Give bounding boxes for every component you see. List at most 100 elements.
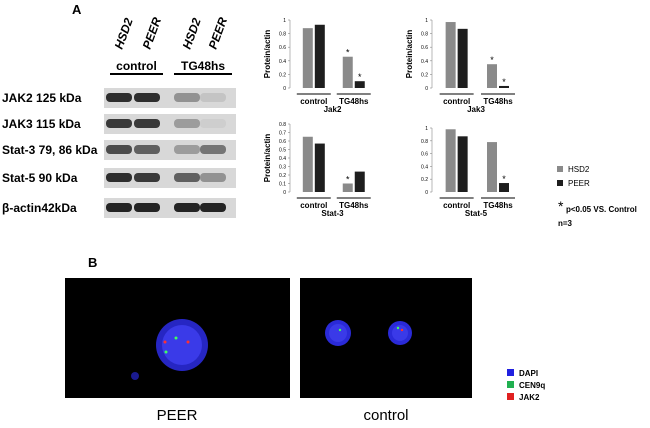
x-axis-label: Stat-3	[321, 209, 344, 218]
band	[200, 145, 226, 154]
panel-label: B	[88, 255, 97, 270]
lane-label: PEER	[140, 15, 164, 51]
y-tick-label: 0.4	[421, 164, 428, 170]
y-tick-label: 1	[283, 18, 286, 24]
x-tick-label: TG48hs	[339, 97, 369, 106]
x-tick-label: TG48hs	[483, 201, 513, 210]
legend-swatch	[557, 180, 563, 186]
x-tick-label: control	[443, 201, 470, 210]
y-tick-label: 0.8	[279, 32, 286, 38]
legend-swatch	[507, 369, 514, 376]
lane-label: PEER	[206, 15, 230, 51]
band	[134, 145, 160, 154]
blot-strip	[104, 168, 236, 188]
band	[106, 119, 132, 128]
note-symbol: *	[558, 198, 564, 214]
x-tick-label: TG48hs	[483, 97, 513, 106]
row-label: Stat-5 90 kDa	[2, 171, 78, 185]
bar	[457, 136, 468, 192]
group-label: control	[116, 59, 157, 73]
band	[200, 203, 226, 212]
bar	[354, 81, 365, 88]
band	[200, 119, 226, 128]
x-tick-label: control	[300, 201, 327, 210]
y-tick-label: 1	[425, 18, 428, 24]
legend-label: DAPI	[519, 369, 538, 378]
image-label: PEER	[157, 407, 198, 424]
legend-swatch	[507, 393, 514, 400]
y-tick-label: 0	[283, 190, 286, 196]
significance-marker: *	[358, 72, 362, 82]
y-tick-label: 0.4	[279, 59, 286, 65]
signal	[400, 328, 404, 332]
bar	[314, 143, 325, 192]
y-tick-label: 0.2	[421, 72, 428, 78]
signal	[164, 350, 168, 354]
band	[106, 173, 132, 182]
cell	[131, 372, 139, 380]
bar	[499, 85, 509, 88]
y-tick-label: 0.6	[279, 45, 286, 51]
legend-swatch	[507, 381, 514, 388]
group-label: TG48hs	[181, 59, 225, 73]
x-tick-label: control	[300, 97, 327, 106]
y-tick-label: 0	[283, 86, 286, 92]
y-tick-label: 0.2	[279, 72, 286, 78]
legend-label: PEER	[568, 179, 590, 188]
y-axis-label: Protein/actin	[263, 30, 272, 79]
blot-strip	[104, 114, 236, 134]
band	[134, 119, 160, 128]
row-label: β-actin42kDa	[2, 201, 77, 215]
y-tick-label: 0.5	[279, 148, 286, 154]
y-tick-label: 0.7	[279, 131, 286, 137]
image-label: control	[363, 407, 408, 424]
y-tick-label: 0.6	[421, 45, 428, 51]
legend-label: HSD2	[568, 165, 590, 174]
band	[200, 93, 226, 102]
y-tick-label: 0.1	[279, 182, 286, 188]
row-label: Stat-3 79, 86 kDa	[2, 143, 98, 157]
y-tick-label: 0.2	[279, 173, 286, 179]
y-tick-label: 0	[425, 86, 428, 92]
x-tick-label: TG48hs	[339, 201, 369, 210]
y-tick-label: 0.3	[279, 165, 286, 171]
cell	[392, 325, 408, 341]
legend-swatch	[557, 166, 563, 172]
note-text: p<0.05 VS. Control	[566, 205, 637, 214]
band	[134, 173, 160, 182]
band	[174, 93, 200, 102]
y-tick-label: 0.6	[421, 152, 428, 158]
y-axis-label: Protein/actin	[405, 30, 414, 79]
y-tick-label: 0.4	[421, 59, 428, 65]
signal	[186, 340, 190, 344]
bar	[445, 22, 456, 88]
x-tick-label: control	[443, 97, 470, 106]
significance-marker: *	[346, 48, 350, 58]
y-tick-label: 0.8	[421, 32, 428, 38]
lane-label: HSD2	[112, 16, 136, 51]
x-axis-label: Stat-5	[465, 209, 488, 218]
row-label: JAK2 125 kDa	[2, 91, 82, 105]
signal	[396, 326, 400, 330]
row-label: JAK3 115 kDa	[2, 117, 81, 131]
legend-label: JAK2	[519, 393, 540, 402]
bar	[499, 183, 509, 192]
bar	[487, 64, 497, 88]
micrograph	[300, 278, 472, 398]
band	[106, 93, 132, 102]
band	[174, 119, 200, 128]
bar	[302, 28, 313, 88]
significance-marker: *	[502, 77, 506, 87]
signal	[174, 336, 178, 340]
note-n: n=3	[558, 219, 573, 228]
bar	[457, 28, 468, 88]
blot-strip	[104, 198, 236, 218]
band	[200, 173, 226, 182]
signal	[338, 328, 342, 332]
band	[134, 93, 160, 102]
significance-marker: *	[490, 55, 494, 65]
lane-label: HSD2	[180, 16, 204, 51]
y-tick-label: 0	[425, 190, 428, 196]
